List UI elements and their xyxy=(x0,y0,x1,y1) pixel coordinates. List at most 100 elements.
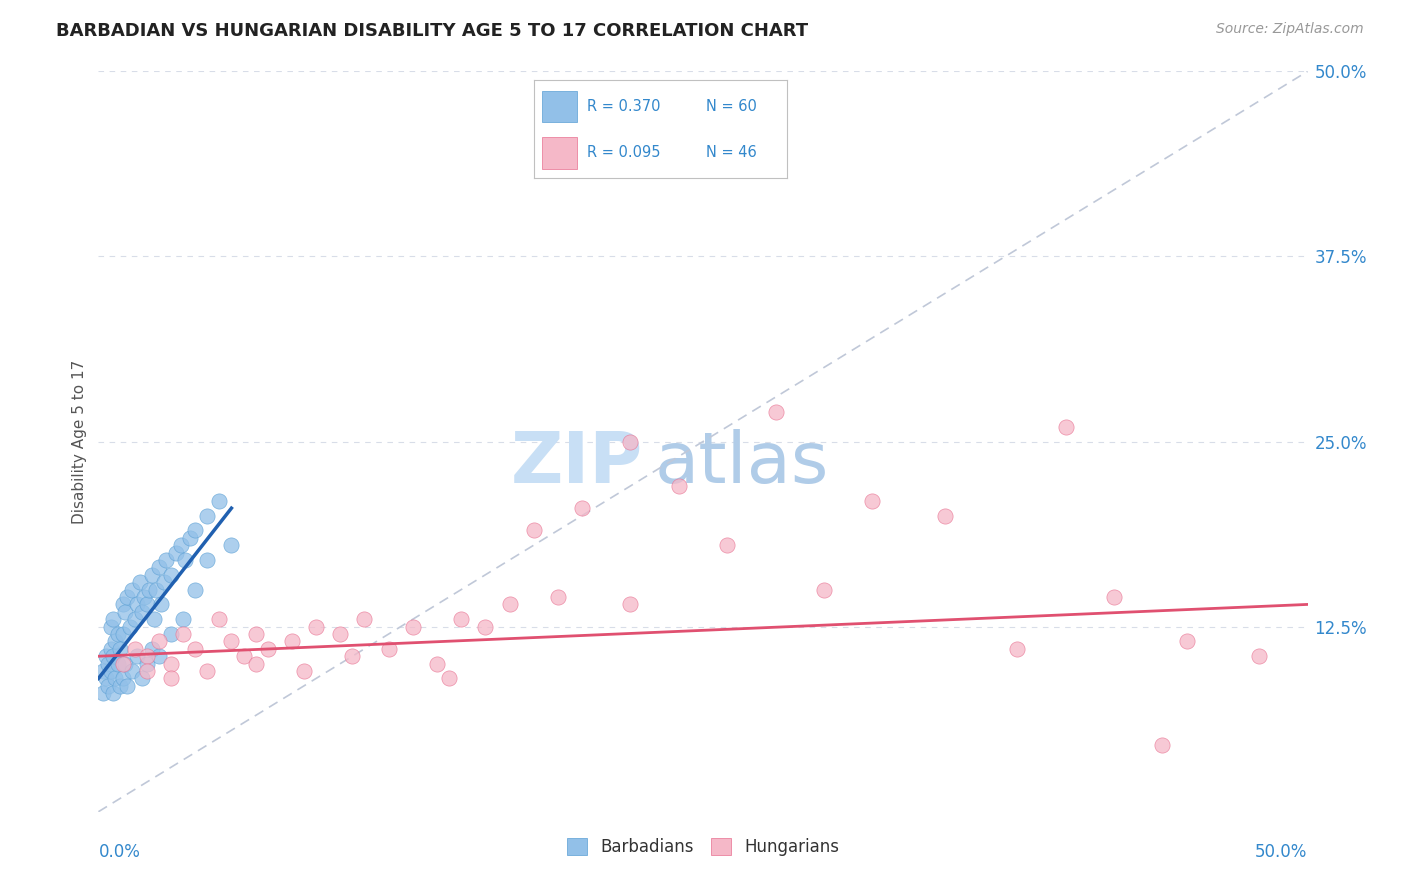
Point xyxy=(127,598,149,612)
Point xyxy=(108,641,131,656)
Point xyxy=(402,619,425,633)
Point xyxy=(765,405,787,419)
Point xyxy=(108,679,131,693)
Point xyxy=(450,612,472,626)
Point xyxy=(135,657,157,671)
Point xyxy=(114,657,136,671)
Point xyxy=(117,679,139,693)
Point xyxy=(121,664,143,678)
Point xyxy=(165,546,187,560)
Point xyxy=(245,657,267,671)
Text: R = 0.095: R = 0.095 xyxy=(588,145,661,161)
Point xyxy=(195,553,218,567)
Point xyxy=(184,582,207,597)
Point xyxy=(281,634,304,648)
Point xyxy=(305,619,328,633)
Point xyxy=(474,619,496,633)
Point xyxy=(107,657,129,671)
Point xyxy=(135,664,157,678)
Point xyxy=(152,575,174,590)
Point xyxy=(426,657,449,671)
Point xyxy=(104,634,127,648)
Point xyxy=(111,672,134,686)
Point xyxy=(118,619,141,633)
Point xyxy=(523,524,546,538)
Point xyxy=(111,657,134,671)
Point xyxy=(131,672,153,686)
Point xyxy=(117,590,139,604)
Point xyxy=(208,612,231,626)
Point xyxy=(292,664,315,678)
Point xyxy=(101,612,124,626)
Text: atlas: atlas xyxy=(655,429,830,499)
Point xyxy=(114,605,136,619)
Point xyxy=(221,634,243,648)
Point xyxy=(148,560,170,574)
Point xyxy=(143,612,166,626)
Point xyxy=(94,649,117,664)
Text: N = 46: N = 46 xyxy=(706,145,756,161)
Point xyxy=(138,582,160,597)
Point xyxy=(150,598,173,612)
Point xyxy=(101,649,124,664)
Point xyxy=(107,627,129,641)
Point xyxy=(169,538,191,552)
Text: BARBADIAN VS HUNGARIAN DISABILITY AGE 5 TO 17 CORRELATION CHART: BARBADIAN VS HUNGARIAN DISABILITY AGE 5 … xyxy=(56,22,808,40)
Text: 50.0%: 50.0% xyxy=(1256,843,1308,861)
Point xyxy=(94,672,117,686)
Point xyxy=(668,479,690,493)
Point xyxy=(145,582,167,597)
Point xyxy=(1054,419,1077,434)
Point xyxy=(160,567,183,582)
Point xyxy=(141,567,163,582)
Point xyxy=(437,672,460,686)
Point xyxy=(101,686,124,700)
Point xyxy=(619,434,641,449)
Point xyxy=(172,627,194,641)
Point xyxy=(172,612,194,626)
Point xyxy=(221,538,243,552)
Point xyxy=(1007,641,1029,656)
Point xyxy=(571,501,593,516)
Point xyxy=(1249,649,1271,664)
Point xyxy=(619,598,641,612)
Point xyxy=(1152,738,1174,752)
Point xyxy=(155,553,177,567)
Point xyxy=(100,664,122,678)
Point xyxy=(97,679,120,693)
Point xyxy=(195,664,218,678)
Point xyxy=(179,531,201,545)
Point xyxy=(377,641,399,656)
Point xyxy=(91,686,114,700)
Legend: Barbadians, Hungarians: Barbadians, Hungarians xyxy=(561,831,845,863)
Point xyxy=(329,627,352,641)
Point xyxy=(174,553,197,567)
FancyBboxPatch shape xyxy=(541,137,578,169)
Point xyxy=(127,649,149,664)
Point xyxy=(232,649,254,664)
Text: R = 0.370: R = 0.370 xyxy=(588,99,661,114)
Point xyxy=(97,657,120,671)
Point xyxy=(498,598,520,612)
Point xyxy=(131,605,153,619)
Point xyxy=(184,641,207,656)
Point xyxy=(124,612,146,626)
Point xyxy=(160,672,183,686)
Text: Source: ZipAtlas.com: Source: ZipAtlas.com xyxy=(1216,22,1364,37)
Point xyxy=(121,582,143,597)
Point xyxy=(342,649,364,664)
Point xyxy=(100,641,122,656)
Point xyxy=(1175,634,1198,648)
Text: N = 60: N = 60 xyxy=(706,99,758,114)
Point xyxy=(100,619,122,633)
Point xyxy=(135,649,157,664)
Point xyxy=(256,641,278,656)
Point xyxy=(141,641,163,656)
Point xyxy=(111,627,134,641)
Point xyxy=(160,627,183,641)
Y-axis label: Disability Age 5 to 17: Disability Age 5 to 17 xyxy=(72,359,87,524)
Point xyxy=(124,641,146,656)
Point xyxy=(128,575,150,590)
Point xyxy=(245,627,267,641)
Point xyxy=(91,664,114,678)
